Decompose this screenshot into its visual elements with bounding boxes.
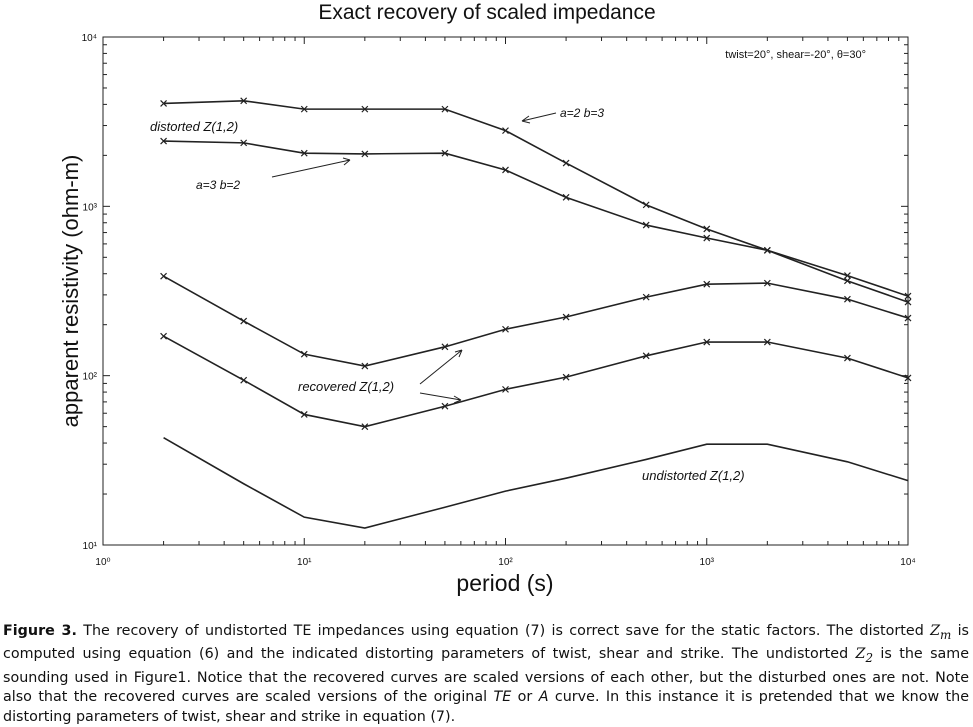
point-marker <box>763 338 771 346</box>
point-marker <box>843 272 851 280</box>
point-marker <box>361 362 369 370</box>
point-marker <box>642 221 650 229</box>
annotation: a=2 b=3 <box>560 106 604 120</box>
subscript: m <box>940 627 952 642</box>
subscript: 2 <box>865 651 874 666</box>
point-marker <box>240 97 248 105</box>
point-marker <box>642 293 650 301</box>
annotation: undistorted Z(1,2) <box>642 468 745 483</box>
point-marker <box>763 246 771 254</box>
point-marker <box>361 105 369 113</box>
series-line <box>163 99 909 297</box>
arrow <box>419 349 463 385</box>
x-tick-label: 10⁴ <box>900 557 915 568</box>
y-tick-label: 10¹ <box>83 541 98 552</box>
x-tick-label: 10² <box>498 557 513 568</box>
point-marker <box>240 139 248 147</box>
annotation: a=3 b=2 <box>196 178 240 192</box>
point-marker <box>441 149 449 157</box>
arrow <box>419 392 462 404</box>
symbol: Z <box>930 623 940 639</box>
series-line <box>163 275 909 367</box>
point-marker <box>703 280 711 288</box>
annotation: twist=20°, shear=-20°, θ=30° <box>725 49 866 61</box>
point-marker <box>441 105 449 113</box>
point-marker <box>843 295 851 303</box>
point-marker <box>300 105 308 113</box>
point-marker <box>703 225 711 233</box>
point-marker <box>904 314 912 322</box>
point-marker <box>441 402 449 410</box>
point-marker <box>361 423 369 431</box>
point-marker <box>763 279 771 287</box>
y-tick-label: 10³ <box>83 202 98 213</box>
point-marker <box>562 313 570 321</box>
caption-text: is computed using equation (6) and the i… <box>3 623 970 663</box>
point-marker <box>300 149 308 157</box>
point-marker <box>562 373 570 381</box>
annotation: distorted Z(1,2) <box>150 119 238 134</box>
caption-text: The recovery of undistorted TE impedance… <box>76 623 931 639</box>
caption-em: TE <box>493 689 512 706</box>
point-marker <box>904 374 912 382</box>
point-marker <box>562 193 570 201</box>
symbol: Z <box>855 646 866 663</box>
arrow <box>271 157 351 178</box>
point-marker <box>843 277 851 285</box>
arrow <box>521 112 557 124</box>
point-marker <box>502 325 509 333</box>
point-marker <box>904 292 912 300</box>
point-marker <box>904 298 912 306</box>
annotation: recovered Z(1,2) <box>298 379 394 394</box>
y-tick-label: 10⁴ <box>82 33 97 44</box>
point-marker <box>441 343 449 351</box>
caption-text: is the same sounding used in Figure1. No… <box>3 646 970 706</box>
point-marker <box>160 137 168 145</box>
point-marker <box>240 317 248 325</box>
point-marker <box>562 159 570 167</box>
point-marker <box>361 150 369 158</box>
series-line <box>163 335 909 428</box>
x-tick-label: 10¹ <box>297 557 312 568</box>
caption-text: curve. In this instance it is pretended … <box>3 689 969 725</box>
caption-label: Figure 3. <box>3 623 77 639</box>
y-axis-label: apparent resistivity (ohm-m) <box>58 155 83 428</box>
point-marker <box>160 332 168 340</box>
caption-text: or <box>511 689 539 706</box>
series-line <box>163 140 909 303</box>
x-axis-label: period (s) <box>456 570 553 596</box>
point-marker <box>843 354 851 362</box>
x-tick-label: 10⁰ <box>95 557 110 568</box>
point-marker <box>300 411 308 418</box>
point-marker <box>642 201 650 209</box>
chart: Exact recovery of scaled impedance perio… <box>58 1 916 596</box>
x-tick-label: 10³ <box>700 557 715 568</box>
y-tick-label: 10² <box>83 372 98 383</box>
plot-frame <box>102 36 909 546</box>
point-marker <box>160 100 168 107</box>
point-marker <box>240 376 248 384</box>
caption-em: A <box>538 689 549 706</box>
series-line <box>163 437 909 529</box>
point-marker <box>703 338 711 346</box>
point-marker <box>502 385 509 393</box>
point-marker <box>703 234 711 242</box>
point-marker <box>642 352 650 360</box>
point-marker <box>502 127 509 135</box>
point-marker <box>502 166 509 174</box>
caption: Figure 3. The recovery of undistorted TE… <box>3 622 969 727</box>
point-marker <box>160 272 168 280</box>
chart-title: Exact recovery of scaled impedance <box>318 1 655 24</box>
point-marker <box>300 350 308 358</box>
